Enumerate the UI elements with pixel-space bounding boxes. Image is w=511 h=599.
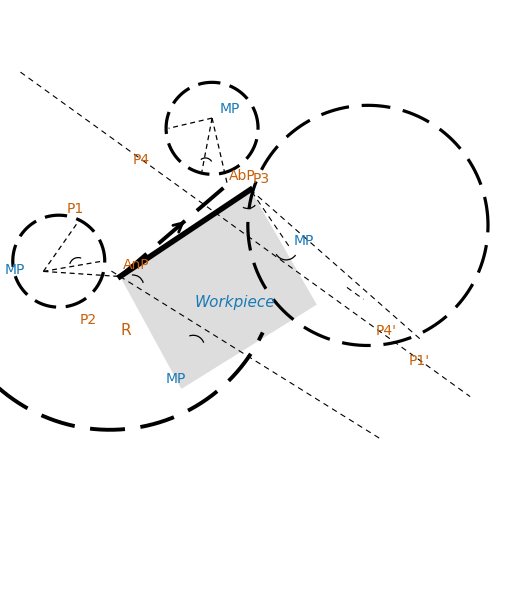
Text: MP: MP [294,234,314,249]
Text: AnP: AnP [123,258,149,273]
Text: MP: MP [220,102,240,116]
Text: P4: P4 [133,153,150,167]
Text: P3: P3 [253,171,270,186]
Text: P2: P2 [79,313,97,326]
Text: AbP: AbP [229,169,256,183]
Text: MP: MP [166,373,187,386]
Polygon shape [120,190,317,389]
Text: P1': P1' [409,355,430,368]
Text: R: R [120,323,131,338]
Text: P1: P1 [66,202,84,216]
Text: P4': P4' [376,324,397,338]
Text: MP: MP [5,262,26,277]
Text: Workpiece: Workpiece [195,295,275,310]
